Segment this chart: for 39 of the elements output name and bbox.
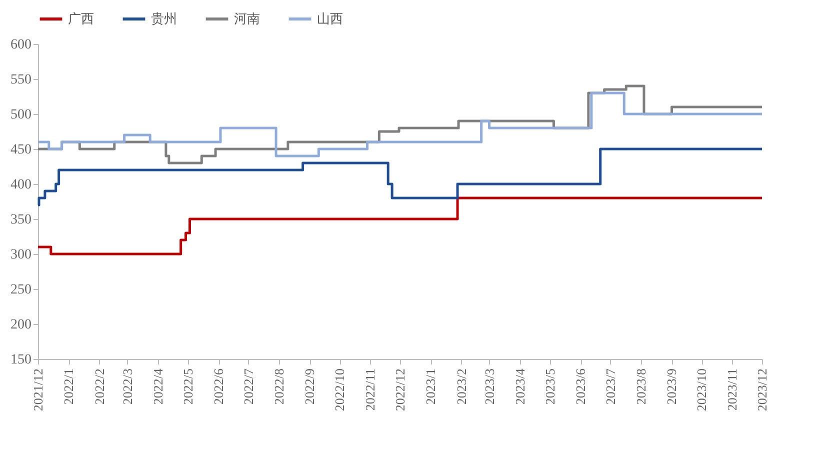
x-tick-label: 2022/8 <box>272 368 287 405</box>
y-tick-label: 450 <box>10 142 32 158</box>
x-tick-label: 2023/7 <box>602 368 618 405</box>
x-tick-label: 2022/3 <box>120 368 135 405</box>
y-tick-label: 600 <box>10 38 32 52</box>
y-tick-label: 200 <box>10 318 32 332</box>
legend-label: 山西 <box>317 11 343 26</box>
x-tick-label: 2022/5 <box>180 368 196 405</box>
x-tick-label: 2021/12 <box>30 368 46 412</box>
x-tick-label: 2022/6 <box>211 368 226 405</box>
y-tick-label: 150 <box>10 352 32 368</box>
legend-label: 贵州 <box>151 11 177 26</box>
x-tick-label: 2023/12 <box>754 368 770 412</box>
x-tick-label: 2023/1 <box>423 368 438 405</box>
x-tick-label: 2022/12 <box>392 368 408 412</box>
x-tick-label: 2023/2 <box>454 368 469 405</box>
x-tick-label: 2023/10 <box>694 368 709 412</box>
x-tick-label: 2023/9 <box>664 368 680 405</box>
x-tick-label: 2023/8 <box>634 368 649 405</box>
y-tick-label: 250 <box>10 282 32 298</box>
x-tick-label: 2023/6 <box>573 368 588 405</box>
x-tick-label: 2023/3 <box>482 368 497 405</box>
x-tick-label: 2022/7 <box>240 368 256 405</box>
x-tick-label: 2023/4 <box>512 368 528 405</box>
y-tick-label: 500 <box>10 108 32 122</box>
y-tick-label: 350 <box>10 212 32 228</box>
legend-label: 广西 <box>68 11 94 26</box>
x-tick-label: 2023/11 <box>724 368 740 411</box>
x-tick-label: 2022/10 <box>332 368 347 412</box>
x-tick-label: 2022/2 <box>92 368 107 405</box>
y-tick-label: 400 <box>10 178 32 192</box>
x-tick-label: 2023/5 <box>542 368 558 405</box>
legend-label: 河南 <box>234 11 260 26</box>
y-tick-label: 300 <box>10 248 32 262</box>
x-tick-label: 2022/4 <box>150 368 166 405</box>
x-tick-label: 2022/9 <box>302 368 318 405</box>
x-tick-label: 2022/1 <box>61 368 76 405</box>
x-tick-label: 2022/11 <box>362 368 378 411</box>
y-tick-label: 550 <box>10 72 32 88</box>
